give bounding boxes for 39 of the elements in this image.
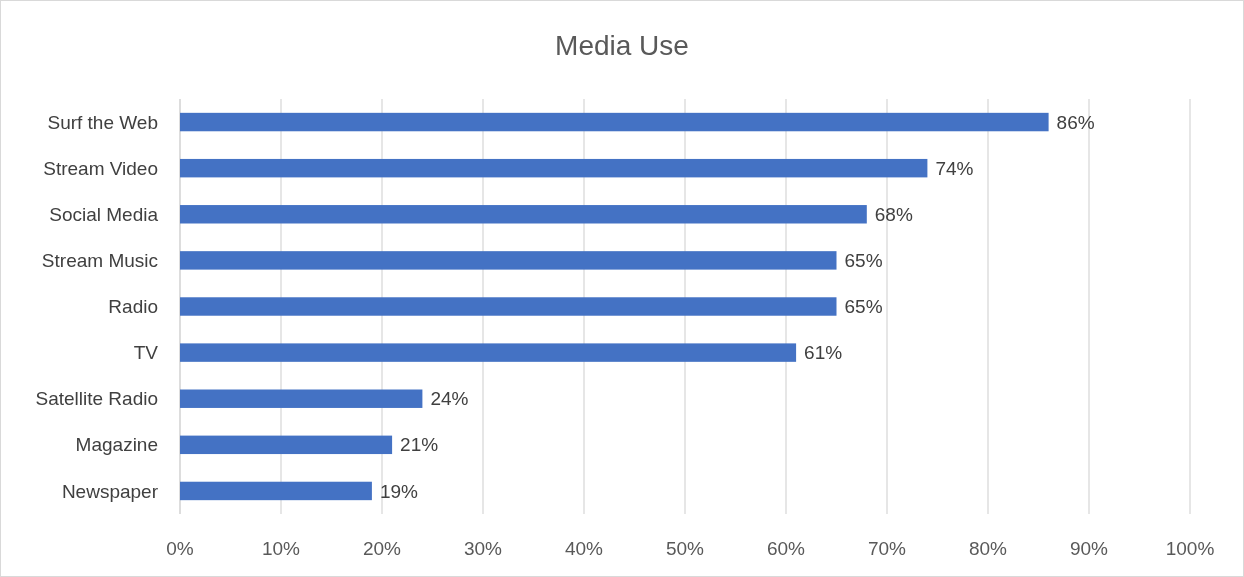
y-tick-label: Stream Music [41, 250, 158, 272]
bar [180, 343, 797, 362]
y-tick-label: Radio [108, 296, 158, 318]
bar [180, 297, 837, 316]
data-label: 24% [430, 388, 469, 410]
y-tick-label: Social Media [49, 203, 159, 225]
x-tick-label: 0% [166, 537, 194, 559]
data-label: 74% [935, 157, 974, 179]
x-tick-label: 50% [665, 537, 705, 559]
chart-title: Media Use [555, 30, 689, 61]
data-label: 19% [379, 480, 419, 502]
data-label: 86% [1056, 111, 1095, 133]
y-tick-label: Stream Video [43, 157, 158, 179]
x-tick-label: 60% [766, 537, 806, 559]
y-tick-label: TV [133, 342, 159, 364]
bar [180, 389, 423, 408]
x-tick-label: 40% [564, 537, 604, 559]
y-tick-label: Surf the Web [47, 111, 158, 133]
x-tick-label: 90% [1069, 537, 1109, 559]
bar [180, 435, 393, 455]
x-tick-label: 30% [463, 537, 503, 559]
x-tick-label: 70% [867, 537, 907, 559]
y-tick-label: Magazine [75, 434, 158, 456]
bar [180, 112, 1049, 132]
data-label: 61% [804, 342, 843, 364]
data-label: 68% [874, 203, 913, 225]
y-tick-label: Satellite Radio [35, 388, 158, 410]
x-tick-label: 80% [968, 537, 1008, 559]
y-tick-label: Newspaper [61, 480, 159, 502]
bar [180, 158, 928, 178]
x-tick-label: 10% [261, 537, 301, 559]
x-tick-label: 20% [362, 537, 402, 559]
bar [180, 481, 372, 501]
x-tick-label: 100% [1165, 537, 1215, 559]
data-label: 65% [844, 296, 883, 318]
data-label: 65% [844, 250, 883, 272]
bar [180, 251, 837, 270]
bar [180, 205, 867, 224]
data-label: 21% [400, 434, 439, 456]
